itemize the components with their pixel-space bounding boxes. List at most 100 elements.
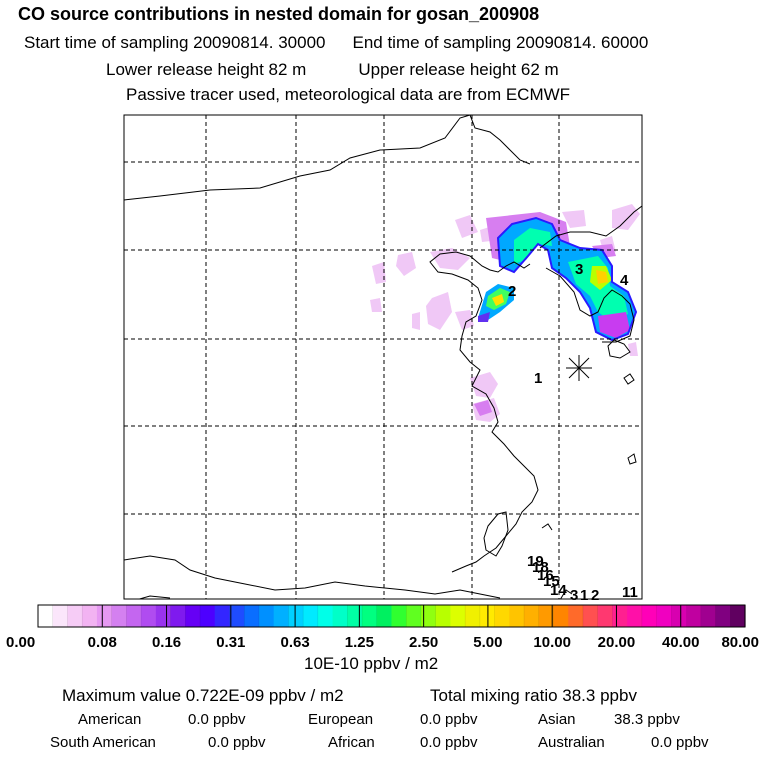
colorbar-cell [420,605,437,627]
colorbar-tick-label: 40.00 [662,634,700,650]
colorbar-cells [38,605,746,627]
colorbar-cell [155,605,172,627]
colorbar-cell [317,605,334,627]
tracer-note: Passive tracer used, meteorological data… [126,85,571,104]
site-label: 11 [622,584,638,601]
site-label: 3 [575,261,583,278]
colorbar-cell [82,605,98,627]
colorbar-tick-label: 20.00 [598,634,636,650]
colorbar-tick-label: 0.31 [216,634,245,650]
map-frame [123,114,643,600]
region-value: 0.0 ppbv [208,734,266,751]
colorbar-frame [37,604,746,628]
region-value: 0.0 ppbv [651,734,709,751]
colorbar-tick-label: 0.16 [152,634,181,650]
colorbar-cell [258,605,275,627]
colorbar-cell [214,605,231,627]
site-label: 2 [591,587,599,604]
coastlines [124,115,642,599]
colorbar-cell [406,605,422,627]
colorbar-cell [38,605,54,627]
colorbar-cell [641,605,658,627]
concentration-field [370,204,640,422]
region-name: African [328,734,375,751]
region-name: European [308,711,374,728]
total-mixing-ratio: Total mixing ratio 38.3 ppbv [430,686,637,705]
colorbar-cell [185,605,201,627]
colorbar-cell [568,605,584,627]
colorbar-cell [303,605,319,627]
receptor-asterisk-icon [566,355,592,381]
colorbar-unit: 10E-10 ppbv / m2 [304,654,439,673]
colorbar-cell [494,605,510,627]
map-panel: 1 2 3 4 19 18 16 15 14 3 1 2 11 [123,114,643,604]
colorbar-cell [391,605,407,627]
colorbar-cell [553,605,569,627]
colorbar-cell [273,605,289,627]
colorbar-tick-label: 1.25 [345,634,374,650]
colorbar-cell [627,605,643,627]
colorbar-cell [435,605,452,627]
release-heights: Lower release height 82 m Upper release h… [106,60,559,80]
colorbar-cell [67,605,83,627]
site-label: 16 [537,567,554,584]
colorbar-tick-label: 2.50 [409,634,438,650]
colorbar-cell [524,605,540,627]
site-label: 3 [570,587,578,604]
region-value: 0.0 ppbv [420,734,478,751]
colorbar-cell [111,605,127,627]
region-name: South American [50,734,156,751]
region-value: 38.3 ppbv [614,711,680,728]
colorbar-tick-label: 10.00 [533,634,571,650]
site-label: 1 [534,370,542,387]
colorbar-tick-label: 0.08 [88,634,117,650]
colorbar-cell [700,605,717,627]
lower-release-height: Lower release height 82 m [106,60,307,79]
site-label: 15 [543,573,560,590]
region-value: 0.0 ppbv [188,711,246,728]
site-label: 1 [580,587,588,604]
colorbar-cell [347,605,363,627]
colorbar-cell [126,605,142,627]
colorbar-cell [597,605,614,627]
colorbar-cell [362,605,378,627]
colorbar-cell [538,605,555,627]
max-value: Maximum value 0.722E-09 ppbv / m2 [62,686,344,705]
colorbar-cell [656,605,672,627]
site-label: 14 [550,582,567,599]
colorbar-cell [332,605,348,627]
colorbar-cell [715,605,731,627]
region-value: 0.0 ppbv [420,711,478,728]
colorbar-cell [170,605,186,627]
colorbar-ticks: 0.00 0.08 0.16 0.31 0.63 1.25 2.50 5.00 10.00 20.… [6,605,759,650]
colorbar-tick-label: 5.00 [473,634,502,650]
colorbar-cell [244,605,260,627]
site-label: 19 [527,553,544,570]
site-label: 18 [532,559,549,576]
sampling-times: Start time of sampling 20090814. 30000 En… [24,33,648,53]
chart-title: CO source contributions in nested domain… [18,4,540,24]
colorbar-cell [96,605,113,627]
colorbar-cell [52,605,69,627]
site-label: 2 [508,283,516,300]
upper-release-height: Upper release height 62 m [358,60,559,79]
colorbar-cell [229,605,245,627]
colorbar-cell [612,605,628,627]
colorbar-tick-label: 0.63 [280,634,309,650]
colorbar-cell [450,605,466,627]
region-name: Asian [538,711,576,728]
colorbar-cell [465,605,481,627]
colorbar-cell [582,605,599,627]
start-time: Start time of sampling 20090814. 30000 [24,33,326,52]
region-name: Australian [538,734,605,751]
colorbar-cell [686,605,702,627]
colorbar-cell [200,605,216,627]
colorbar-cell [730,605,746,627]
gridlines [124,115,642,599]
colorbar-tick-label: 0.00 [6,634,35,650]
colorbar: 0.00 0.08 0.16 0.31 0.63 1.25 2.50 5.00 10.00 20.… [6,604,759,650]
colorbar-cell [509,605,525,627]
colorbar-cell [141,605,157,627]
site-label: 4 [620,272,629,289]
colorbar-cell [376,605,393,627]
